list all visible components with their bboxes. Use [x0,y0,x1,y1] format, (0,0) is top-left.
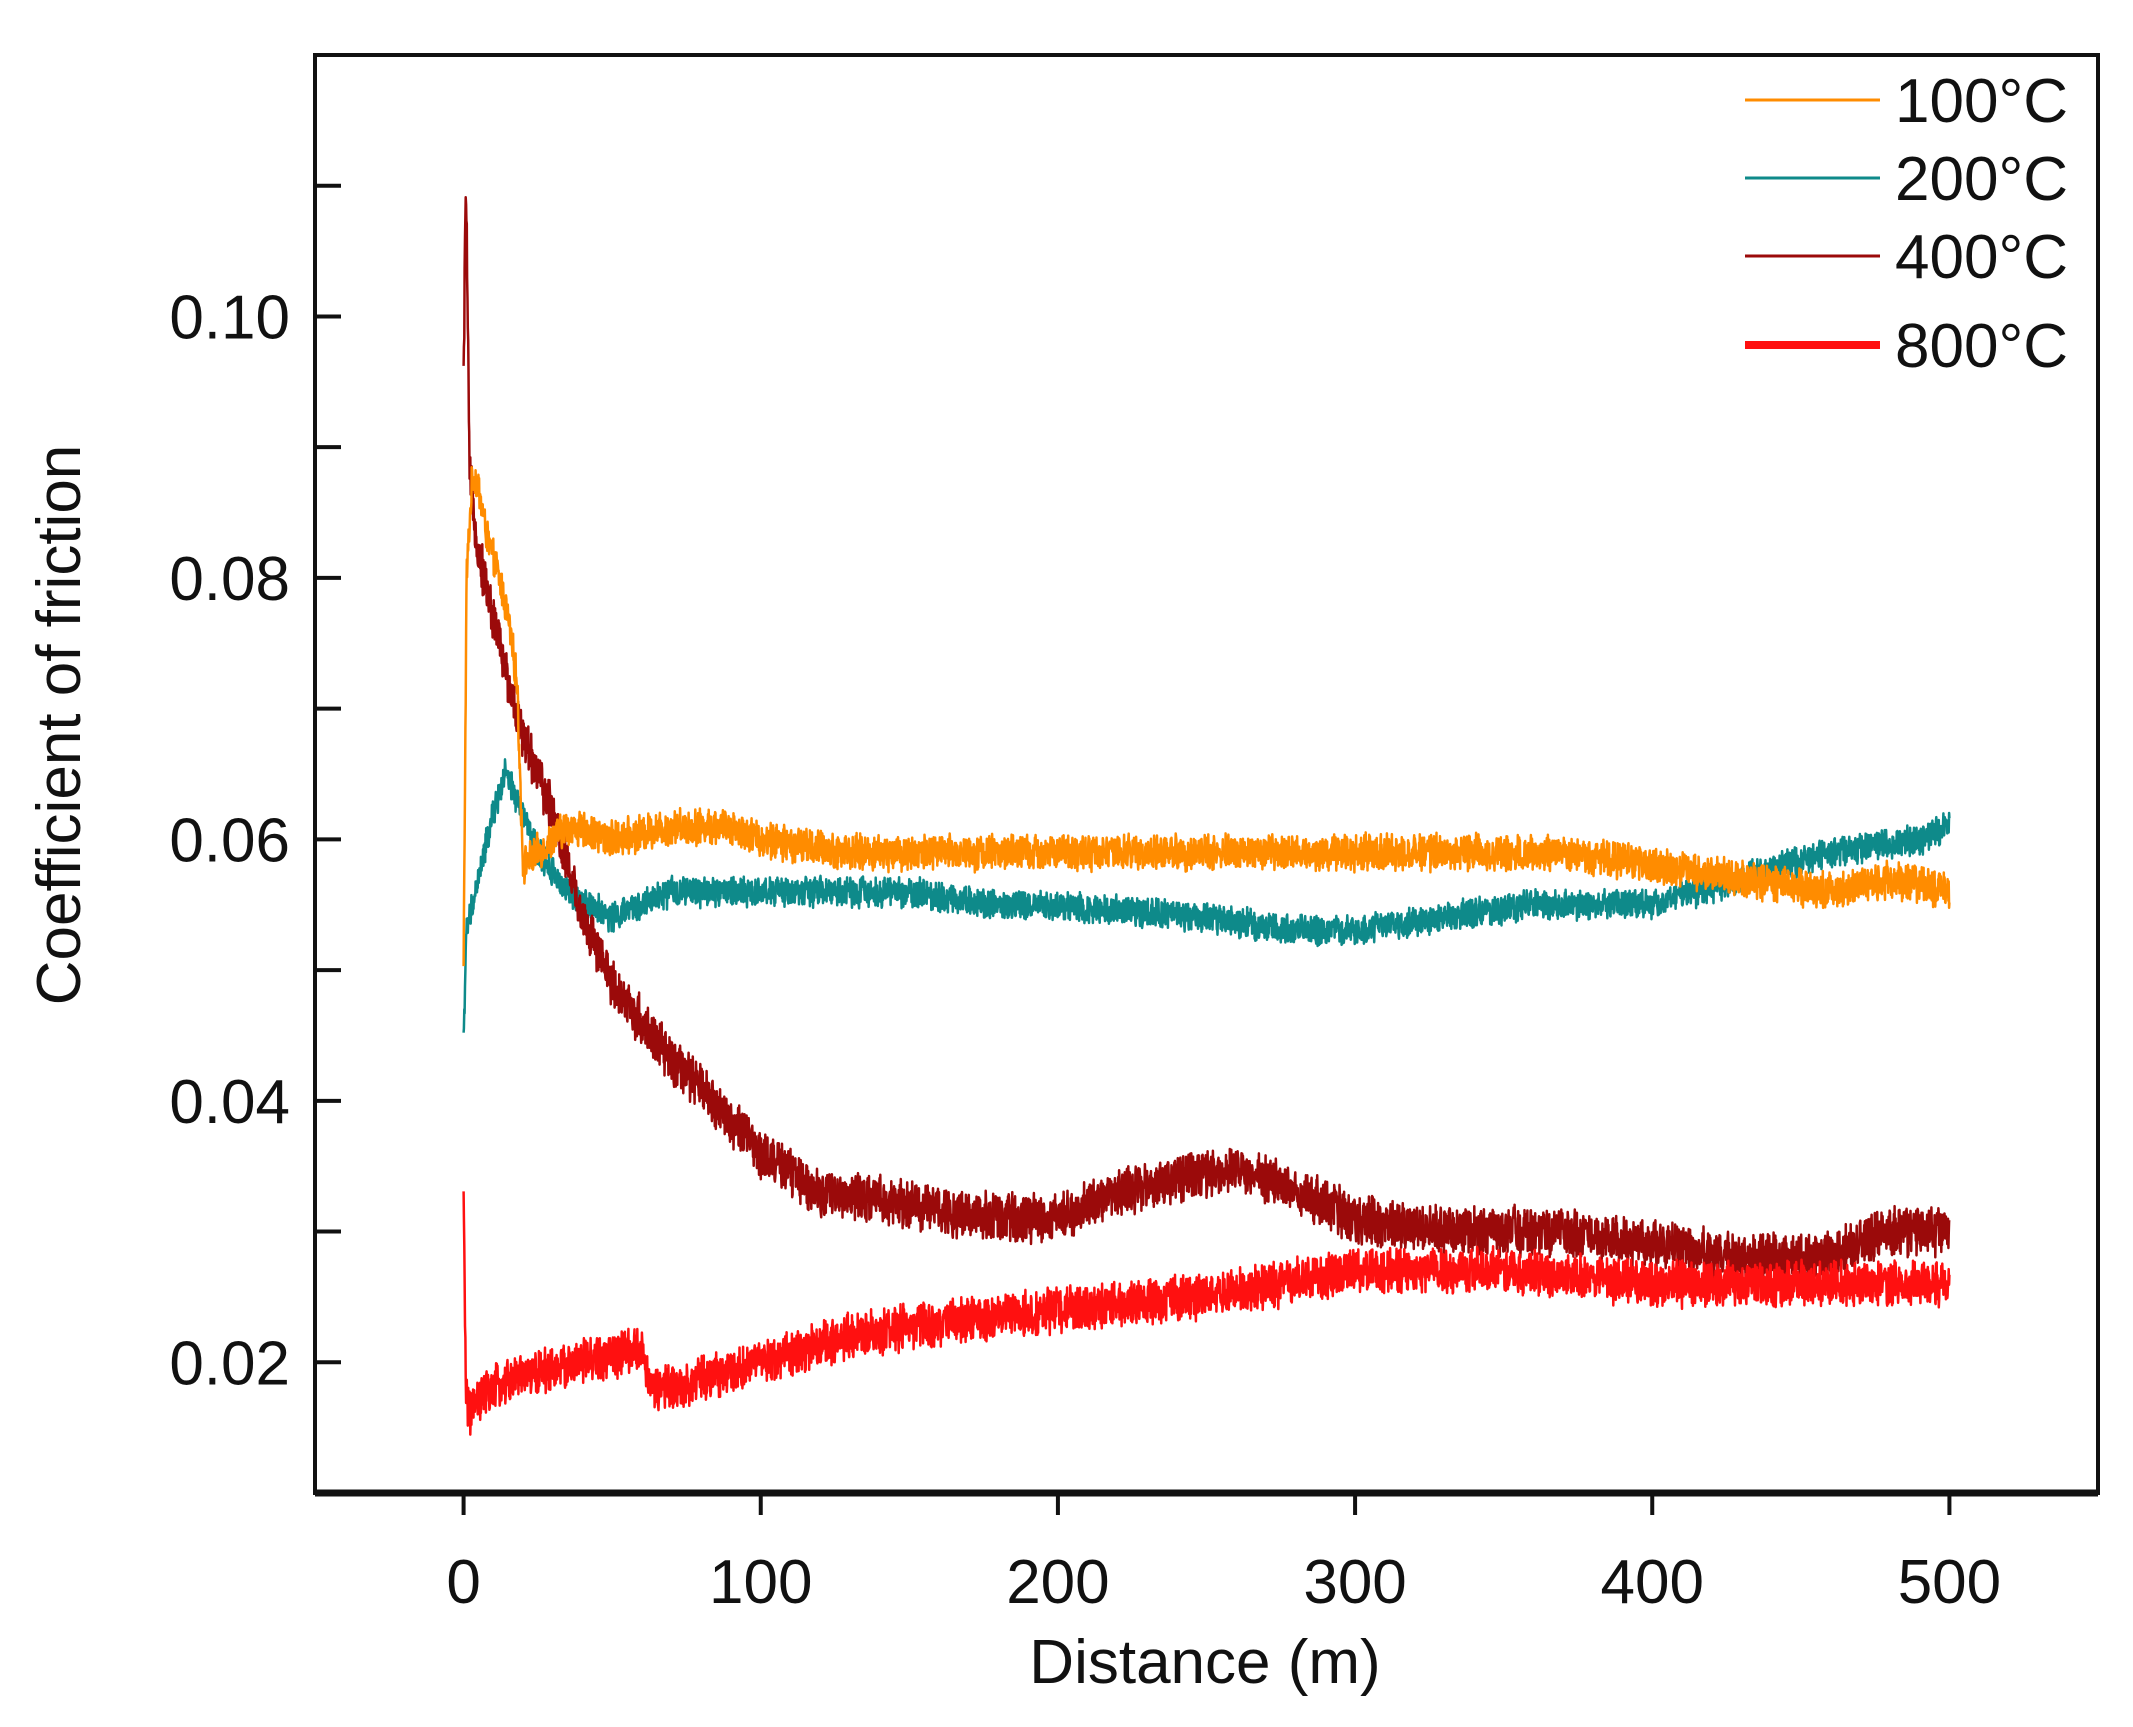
y-tick-label: 0.10 [169,283,290,352]
series-line-100c [462,466,1951,967]
legend-label-800c: 800°C [1895,312,2068,381]
y-axis-title: Coefficient of friction [25,445,94,1006]
y-tick-label: 0.06 [169,806,290,875]
x-tick-label: 0 [446,1548,480,1617]
legend-label-100c: 100°C [1895,67,2068,136]
x-tick-label: 100 [709,1548,812,1617]
y-tick-label: 0.08 [169,545,290,614]
legend: 100°C 200°C 400°C 800°C [1745,67,2068,381]
series-line-200c [462,758,1951,1033]
y-tick-label: 0.02 [169,1329,290,1398]
series-line-400c [462,196,1951,1286]
x-tick-label: 500 [1898,1548,2001,1617]
x-tick-label: 400 [1601,1548,1704,1617]
axes: 0 100 200 300 400 500 0.02 0.04 0.06 0.08 0.10 [169,53,2100,1617]
legend-label-200c: 200°C [1895,145,2068,214]
legend-label-400c: 400°C [1895,223,2068,292]
plot-area [462,196,1951,1436]
x-tick-label: 300 [1303,1548,1406,1617]
series-line-800c [462,1191,1951,1436]
y-tick-label: 0.04 [169,1068,290,1137]
x-tick-label: 200 [1006,1548,1109,1617]
x-axis-title: Distance (m) [1029,1628,1380,1697]
